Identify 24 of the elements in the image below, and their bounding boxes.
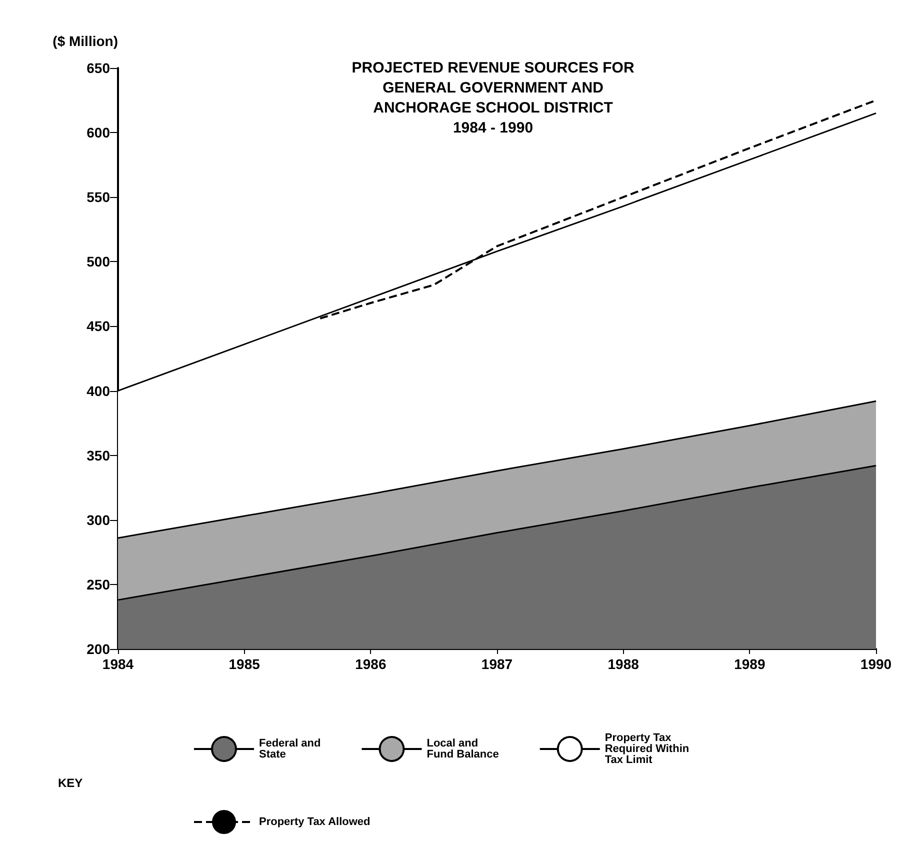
y-tick-label: 200 [86, 641, 110, 657]
y-tick-label: 300 [86, 512, 110, 528]
x-tick-label: 1987 [481, 656, 513, 672]
text: PROJECTED REVENUE SOURCES FOR GENERAL GOVERNMENT AND ANCHORAGE SCHOOL DISTRICT 1984 - 1990 [352, 60, 634, 136]
legend-label: Local and Fund Balance [426, 738, 499, 760]
x-tick-label: 1986 [355, 656, 386, 672]
y-tick-label: 400 [86, 382, 110, 399]
y-tick-label: 450 [86, 318, 110, 334]
x-tick-label: 1988 [608, 656, 640, 672]
y-tick-label: 250 [86, 576, 110, 592]
x-tick-label: 1984 [102, 656, 134, 672]
legend-label: Property Tax Required Within Tax Limit [604, 732, 690, 766]
y-tick-label: 600 [86, 124, 110, 141]
legend-label: Property Tax Allowed [259, 816, 370, 828]
y-tick-label: 550 [86, 189, 110, 206]
y-axis-title: ($ Million) [52, 33, 118, 49]
y-tick-label: 650 [86, 60, 110, 76]
text: KEY [58, 776, 83, 790]
x-tick-label: 1990 [860, 656, 892, 672]
x-tick-label: 1985 [228, 656, 260, 672]
y-tick-label: 350 [86, 447, 110, 464]
x-tick-label: 1989 [734, 656, 766, 672]
legend-label: Federal and State [259, 738, 321, 760]
y-tick-label: 500 [86, 254, 110, 270]
